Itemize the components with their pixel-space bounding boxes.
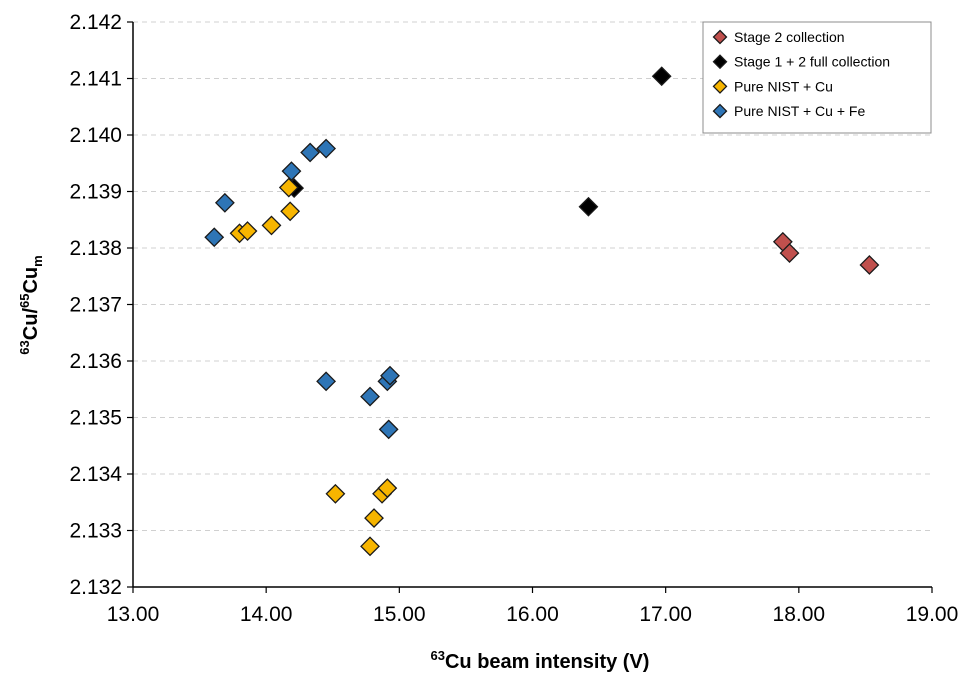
data-point-series-3-6 <box>360 386 380 407</box>
y-tick-label-8: 2.140 <box>69 124 122 147</box>
y-tick-label-7: 2.139 <box>69 181 122 204</box>
x-tick-label-5: 18.00 <box>773 603 826 626</box>
legend-label-2: Pure NIST + Cu <box>734 78 833 94</box>
legend-box <box>702 21 932 134</box>
data-point-series-3-0 <box>204 227 225 248</box>
x-axis-title-superscript: 63 <box>431 648 445 663</box>
data-point-series-2-6 <box>364 508 384 528</box>
data-point-series-2-1 <box>237 221 258 241</box>
data-point-series-2-4 <box>278 177 299 198</box>
legend: Stage 2 collection Stage 1 + 2 full colle… <box>702 21 932 134</box>
x-tick-label-3: 16.00 <box>506 603 559 626</box>
axes <box>127 21 933 593</box>
y-tick-label-3: 2.135 <box>69 407 122 430</box>
x-tick-label-6: 19.00 <box>906 603 959 626</box>
legend-label-1: Stage 1 + 2 full collection <box>734 54 890 70</box>
y-tick-label-6: 2.138 <box>69 237 122 260</box>
data-point-series-2-7 <box>360 536 380 557</box>
y-axis-title-part-2: Cu <box>20 267 42 294</box>
y-tick-label-0: 2.132 <box>69 576 122 599</box>
data-point-series-3-4 <box>316 138 337 159</box>
data-point-series-3-9 <box>378 419 399 440</box>
data-point-series-3-2 <box>281 161 302 182</box>
data-point-series-3-8 <box>380 365 400 386</box>
data-point-series-1-1 <box>578 196 599 217</box>
y-axis-title-superscript-1: 63 <box>17 340 32 354</box>
y-tick-label-1: 2.133 <box>69 520 122 543</box>
legend-marker-1 <box>712 54 728 70</box>
data-point-series-0-1 <box>779 243 800 264</box>
y-tick-label-5: 2.137 <box>69 294 122 317</box>
y-tick-label-4: 2.136 <box>69 350 122 373</box>
data-point-series-2-5 <box>325 483 346 504</box>
y-axis-title-part-1: Cu/ <box>20 308 42 341</box>
y-axis-title-subscript: m <box>30 255 45 267</box>
legend-marker-0 <box>712 29 728 45</box>
y-tick-label-2: 2.134 <box>69 463 122 486</box>
legend-label-0: Stage 2 collection <box>734 29 845 45</box>
data-points <box>204 66 880 557</box>
legend-label-3: Pure NIST + Cu + Fe <box>734 103 865 119</box>
gridlines <box>133 21 932 531</box>
tick-labels: 2.132 2.133 2.134 2.135 2.136 2.137 2.138 2.139… <box>69 11 958 626</box>
data-point-series-3-3 <box>300 142 321 163</box>
data-point-series-2-2 <box>261 215 282 236</box>
data-point-series-3-5 <box>316 371 337 392</box>
data-point-series-2-3 <box>280 201 301 222</box>
x-tick-label-2: 15.00 <box>373 603 426 626</box>
y-tick-label-10: 2.142 <box>69 11 122 34</box>
y-axis-title-superscript-2: 65 <box>17 294 32 308</box>
legend-marker-3 <box>712 103 728 119</box>
x-axis-title: 63Cu beam intensity (V) <box>431 648 650 673</box>
data-point-series-3-1 <box>214 192 235 213</box>
data-point-series-2-9 <box>377 478 398 499</box>
x-axis-title-text: Cu beam intensity (V) <box>445 651 649 673</box>
data-point-series-1-0 <box>651 66 672 87</box>
x-tick-label-0: 13.00 <box>107 603 160 626</box>
x-tick-label-4: 17.00 <box>639 603 692 626</box>
x-tick-label-1: 14.00 <box>240 603 293 626</box>
data-point-series-0-2 <box>859 255 880 275</box>
y-axis-title: 63Cu/65Cum <box>17 255 45 354</box>
legend-marker-2 <box>712 78 728 94</box>
y-tick-label-9: 2.141 <box>69 68 122 91</box>
